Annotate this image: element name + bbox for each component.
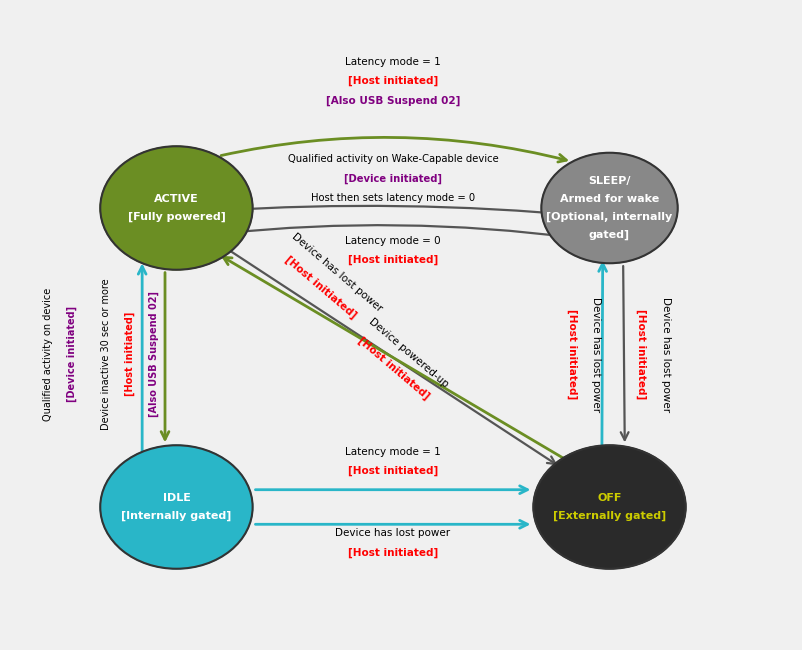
Circle shape [100, 445, 253, 569]
Text: IDLE: IDLE [163, 493, 190, 503]
Text: Device has lost power: Device has lost power [661, 296, 670, 412]
Text: Latency mode = 1: Latency mode = 1 [345, 447, 441, 457]
Circle shape [541, 153, 678, 263]
Text: Latency mode = 1: Latency mode = 1 [345, 57, 441, 67]
Text: Armed for wake: Armed for wake [560, 194, 659, 204]
Circle shape [100, 146, 253, 270]
Text: [Host initiated]: [Host initiated] [348, 466, 438, 476]
Text: Device inactive 30 sec or more: Device inactive 30 sec or more [101, 278, 111, 430]
Text: [Device initiated]: [Device initiated] [67, 306, 77, 402]
Text: [Host initiated]: [Host initiated] [348, 76, 438, 86]
Text: Latency mode = 0: Latency mode = 0 [345, 235, 441, 246]
Text: [Fully powered]: [Fully powered] [128, 212, 225, 222]
Text: [Externally gated]: [Externally gated] [553, 511, 666, 521]
Circle shape [533, 445, 686, 569]
Text: Device has lost power: Device has lost power [591, 296, 601, 412]
Text: OFF: OFF [597, 493, 622, 503]
Text: Host then sets latency mode = 0: Host then sets latency mode = 0 [311, 193, 475, 203]
Text: [Host initiated]: [Host initiated] [355, 335, 431, 401]
Text: Device powered-up: Device powered-up [367, 317, 451, 390]
Text: [Host initiated]: [Host initiated] [348, 547, 438, 558]
Text: Device has lost power: Device has lost power [335, 528, 451, 538]
Text: [Internally gated]: [Internally gated] [121, 511, 232, 521]
Text: Device has lost power: Device has lost power [290, 231, 383, 313]
Text: [Host initiated]: [Host initiated] [125, 312, 135, 396]
Text: SLEEP/: SLEEP/ [589, 176, 630, 186]
Text: [Host initiated]: [Host initiated] [567, 309, 577, 399]
Text: [Host initiated]: [Host initiated] [637, 309, 646, 399]
Text: [Also USB Suspend 02]: [Also USB Suspend 02] [326, 96, 460, 106]
Text: gated]: gated] [589, 230, 630, 240]
Text: ACTIVE: ACTIVE [154, 194, 199, 204]
Text: [Also USB Suspend 02]: [Also USB Suspend 02] [149, 291, 159, 417]
Text: [Host initiated]: [Host initiated] [348, 255, 438, 265]
Text: [Host initiated]: [Host initiated] [283, 254, 358, 320]
Text: Qualified activity on device: Qualified activity on device [43, 287, 53, 421]
Text: [Optional, internally: [Optional, internally [546, 212, 673, 222]
Text: Qualified activity on Wake-Capable device: Qualified activity on Wake-Capable devic… [288, 154, 498, 164]
Text: [Device initiated]: [Device initiated] [344, 174, 442, 184]
